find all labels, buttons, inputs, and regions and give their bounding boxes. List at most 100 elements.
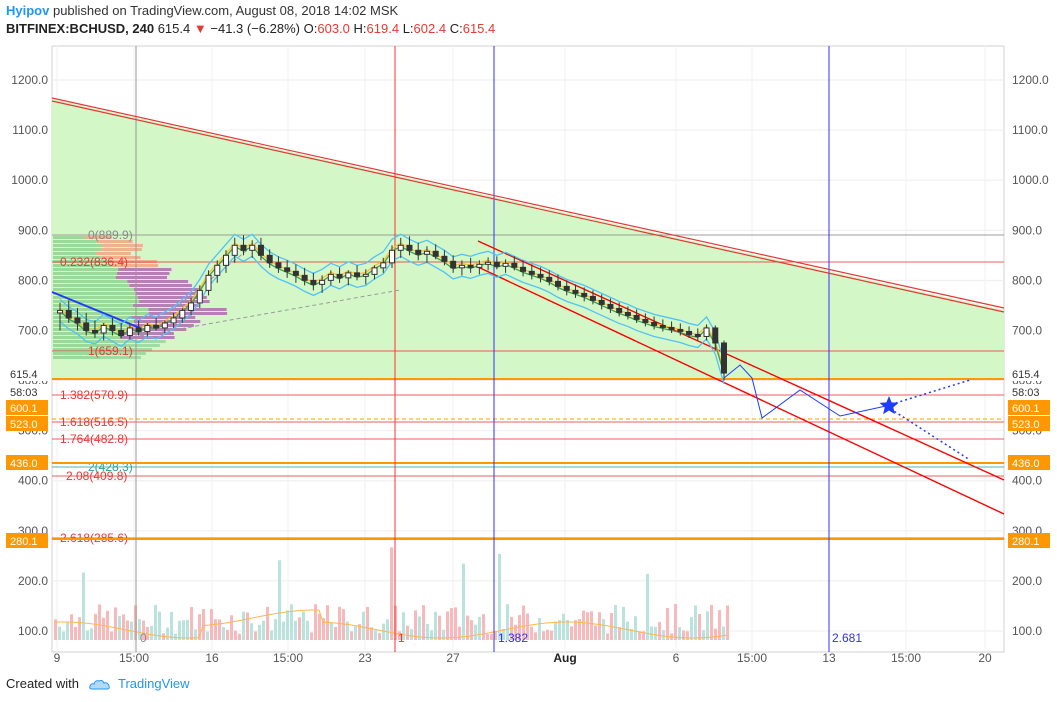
long-trend-line (51, 100, 1005, 313)
volume-bar (322, 618, 325, 640)
volume-bar (78, 617, 81, 640)
volume-bar (350, 631, 353, 640)
profile-bar (53, 324, 131, 327)
volume-bar (446, 611, 449, 640)
volume-bar (242, 611, 245, 640)
candle-body (161, 322, 168, 329)
projection-line (723, 364, 887, 419)
fib-label: 1.764(482.8) (60, 432, 128, 446)
volume-bar (346, 621, 349, 640)
profile-bar (53, 256, 102, 259)
candle-body (310, 279, 317, 285)
volume-bar (270, 630, 273, 640)
candle-body (406, 244, 413, 251)
volume-bar (90, 628, 93, 640)
volume-bar (158, 611, 161, 640)
profile-bar (53, 276, 116, 279)
volume-bar (634, 616, 637, 640)
volume-bar (574, 620, 577, 640)
volume-bar (102, 617, 105, 640)
volume-bar (306, 620, 309, 640)
profile-bar (85, 236, 112, 239)
volume-bar (58, 626, 61, 640)
candle-body (389, 249, 395, 264)
volume-bar (182, 620, 185, 640)
volume-bar (238, 633, 241, 640)
profile-bar (118, 268, 172, 271)
volume-bar (538, 618, 541, 640)
volume-bar (462, 563, 465, 640)
candle-body (135, 327, 142, 332)
price-tag-label: 436.0 (10, 458, 38, 470)
volume-bar (518, 615, 521, 640)
volume-bar (626, 621, 629, 640)
profile-bar (133, 288, 201, 291)
y-tick-label: 800.0 (1012, 273, 1042, 287)
profile-bar (119, 336, 175, 339)
volume-bar (330, 622, 333, 640)
channel-upper (477, 240, 1005, 481)
volume-bar (62, 631, 65, 640)
volume-bar (146, 626, 149, 640)
volume-bar (342, 609, 345, 640)
volume-bar (378, 633, 381, 640)
candle-body (572, 289, 579, 294)
volume-bar (678, 627, 681, 640)
time-fib-label: 0 (140, 631, 147, 645)
volume-bar (362, 611, 365, 640)
volume-bar (590, 611, 593, 640)
high-value: 619.4 (366, 21, 400, 36)
volume-bar (418, 616, 421, 640)
candle-body (633, 314, 640, 320)
volume-bar (614, 605, 617, 640)
volume-bar (402, 612, 405, 640)
candle-body (589, 295, 596, 301)
volume-bar (222, 627, 225, 640)
candle-body (223, 254, 229, 266)
x-axis: 9 15:00 16 15:00 23 27 Aug 6 15:00 13 15:00 20 (54, 651, 992, 665)
price-chart[interactable]: 0(889.9) 0.232(836.4) 1(659.1) 1.382(570.9)… (0, 40, 1057, 670)
price-tags: 615.4 615.4 58:03 58:03 600.1 600.1 523.0 523.0… (6, 366, 1050, 548)
volume-bar (66, 621, 69, 640)
volume-bar (434, 611, 437, 640)
volume-bar (178, 620, 181, 640)
volume-bar (674, 604, 677, 640)
volume-bar (498, 553, 501, 640)
volume-bar (250, 623, 253, 640)
candle-body (485, 261, 492, 265)
candle-body (642, 318, 649, 323)
volume-bar (514, 624, 517, 640)
y-tick-label: 800.0 (18, 273, 48, 287)
candle-body (74, 317, 81, 324)
volume-bar (450, 608, 453, 640)
volume-bar (690, 617, 693, 640)
volume-bar (282, 621, 285, 640)
candle-body (546, 276, 553, 282)
author-name[interactable]: Hyipov (6, 3, 50, 18)
volume-bar (334, 627, 337, 640)
candle-body (598, 299, 605, 305)
volume-bar (438, 615, 441, 640)
candle-body (91, 329, 98, 334)
publish-info: published on TradingView.com, August 08,… (52, 3, 399, 18)
profile-bar (53, 284, 130, 287)
tradingview-link[interactable]: TradingView (118, 676, 190, 691)
candle-body (450, 260, 457, 269)
x-tick-label: 9 (54, 651, 61, 665)
profile-bar (148, 312, 228, 315)
candle-body (354, 272, 361, 277)
x-tick-label: 20 (978, 651, 992, 665)
fib-levels: 0(889.9) 0.232(836.4) 1(659.1) 1.382(570.9)… (52, 228, 1004, 545)
symbol-line: BITFINEX:BCHUSD, 240 615.4 ▼ −41.3 (−6.2… (6, 21, 496, 36)
x-tick-label: 13 (822, 651, 836, 665)
profile-bar (53, 268, 119, 271)
candle-body (721, 342, 727, 374)
time-fib-label: 2.681 (832, 631, 862, 645)
profile-bar (53, 272, 118, 275)
fib-label: 1.382(570.9) (60, 388, 128, 402)
volume-bar (430, 630, 433, 640)
volume-bar (142, 620, 145, 640)
price-tag-label: 280.1 (10, 536, 38, 548)
y-tick-label: 900.0 (18, 223, 48, 237)
price-tag-bg (1008, 455, 1050, 470)
